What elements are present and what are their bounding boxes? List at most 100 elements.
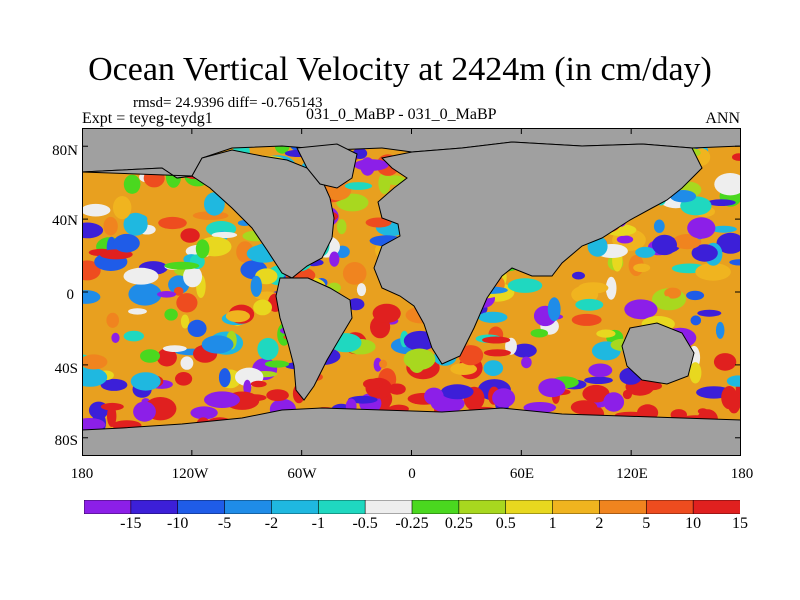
colorbar-label: -0.5: [352, 515, 378, 532]
field-patch: [379, 359, 388, 369]
field-patch: [347, 298, 365, 311]
field-patch: [187, 319, 207, 337]
field-patch: [721, 386, 738, 410]
field-patch: [664, 287, 682, 299]
field-patch: [691, 244, 718, 262]
field-patch: [128, 282, 162, 306]
field-patch: [672, 234, 702, 250]
field-patch: [250, 380, 267, 388]
field-patch: [257, 337, 279, 361]
field-patch: [82, 222, 104, 239]
field-patch: [82, 418, 106, 432]
field-patch: [250, 275, 262, 297]
field-patch: [716, 232, 741, 254]
field-patch: [218, 368, 231, 388]
field-patch: [173, 286, 184, 296]
field-patch: [123, 330, 144, 342]
field-patch: [505, 337, 517, 355]
colorbar-label: 15: [732, 515, 748, 532]
field-patch: [690, 315, 702, 326]
field-patch: [713, 353, 737, 371]
colorbar-swatch: [692, 499, 741, 515]
field-patch: [140, 349, 160, 363]
field-patch: [243, 379, 252, 396]
field-patch: [180, 228, 200, 243]
field-patch: [353, 159, 389, 171]
field-patch: [158, 216, 187, 230]
field-patch: [697, 309, 722, 317]
field-patch: [82, 354, 108, 370]
field-patch: [605, 276, 617, 300]
field-patch: [264, 360, 290, 368]
run-label: 031_0_MaBP - 031_0_MaBP: [306, 106, 497, 123]
field-patch: [622, 389, 633, 400]
field-patch: [492, 388, 516, 408]
field-patch: [243, 394, 267, 402]
colorbar-label: 0.25: [444, 515, 473, 532]
experiment-label: Expt = teyeg-teydg1: [82, 110, 213, 127]
lon-tick-label: 180: [70, 466, 94, 482]
field-patch: [204, 192, 225, 216]
colorbar-swatch: [83, 499, 132, 515]
colorbar-swatch: [271, 499, 320, 515]
field-patch: [652, 234, 677, 256]
field-patch: [253, 299, 272, 316]
field-patch: [123, 174, 141, 194]
australia-land: [621, 322, 695, 385]
field-patch: [211, 231, 238, 239]
colorbar-label: -5: [217, 515, 232, 532]
field-patch: [195, 239, 210, 259]
field-patch: [547, 297, 561, 322]
colorbar-label: 5: [642, 515, 651, 532]
colorbar-label: 10: [685, 515, 702, 532]
field-patch: [123, 267, 159, 285]
field-patch: [388, 383, 406, 395]
field-patch: [714, 173, 741, 196]
field-patch: [342, 262, 367, 285]
field-patch: [344, 182, 373, 190]
plot-title: Ocean Vertical Velocity at 2424m (in cm/…: [88, 51, 712, 88]
field-patch: [162, 345, 187, 352]
colorbar-swatch: [411, 499, 460, 515]
field-patch: [175, 372, 193, 386]
field-patch: [624, 299, 658, 320]
field-patch: [689, 362, 702, 384]
greenland-land: [296, 143, 358, 189]
field-patch: [686, 290, 705, 301]
field-patch: [403, 348, 436, 370]
lon-tick-label: 60W: [287, 466, 317, 482]
field-patch: [180, 314, 190, 329]
field-patch: [336, 219, 347, 235]
field-patch: [635, 246, 656, 258]
field-patch: [373, 357, 382, 372]
field-patch: [106, 312, 119, 328]
field-patch: [582, 384, 610, 403]
colorbar-swatch: [224, 499, 273, 515]
field-patch: [424, 387, 444, 405]
field-patch: [687, 217, 716, 239]
colorbar-label: 0.5: [495, 515, 516, 532]
colorbar-label: -10: [167, 515, 189, 532]
colorbar-label: -1: [311, 515, 325, 532]
field-patch: [113, 196, 132, 220]
field-patch: [643, 381, 662, 391]
north-america-land: [82, 149, 335, 279]
field-patch: [662, 296, 672, 310]
field-patch: [710, 225, 737, 233]
lat-tick-label: 80S: [54, 433, 78, 449]
field-patch: [164, 308, 178, 321]
season-label: ANN: [705, 110, 740, 127]
field-patch: [180, 356, 194, 370]
field-patch: [571, 313, 602, 326]
field-patch: [578, 282, 609, 294]
field-patch: [266, 389, 289, 402]
colorbar-swatch: [552, 499, 601, 515]
field-patch: [103, 216, 118, 236]
map-canvas: [82, 128, 741, 456]
colorbar-swatch: [177, 499, 226, 515]
field-patch: [707, 199, 736, 206]
field-patch: [183, 265, 203, 288]
field-patch: [523, 402, 557, 414]
lat-tick-label: 40S: [54, 361, 78, 377]
stats-text: rmsd= 24.9396 diff= -0.765143: [133, 95, 323, 111]
